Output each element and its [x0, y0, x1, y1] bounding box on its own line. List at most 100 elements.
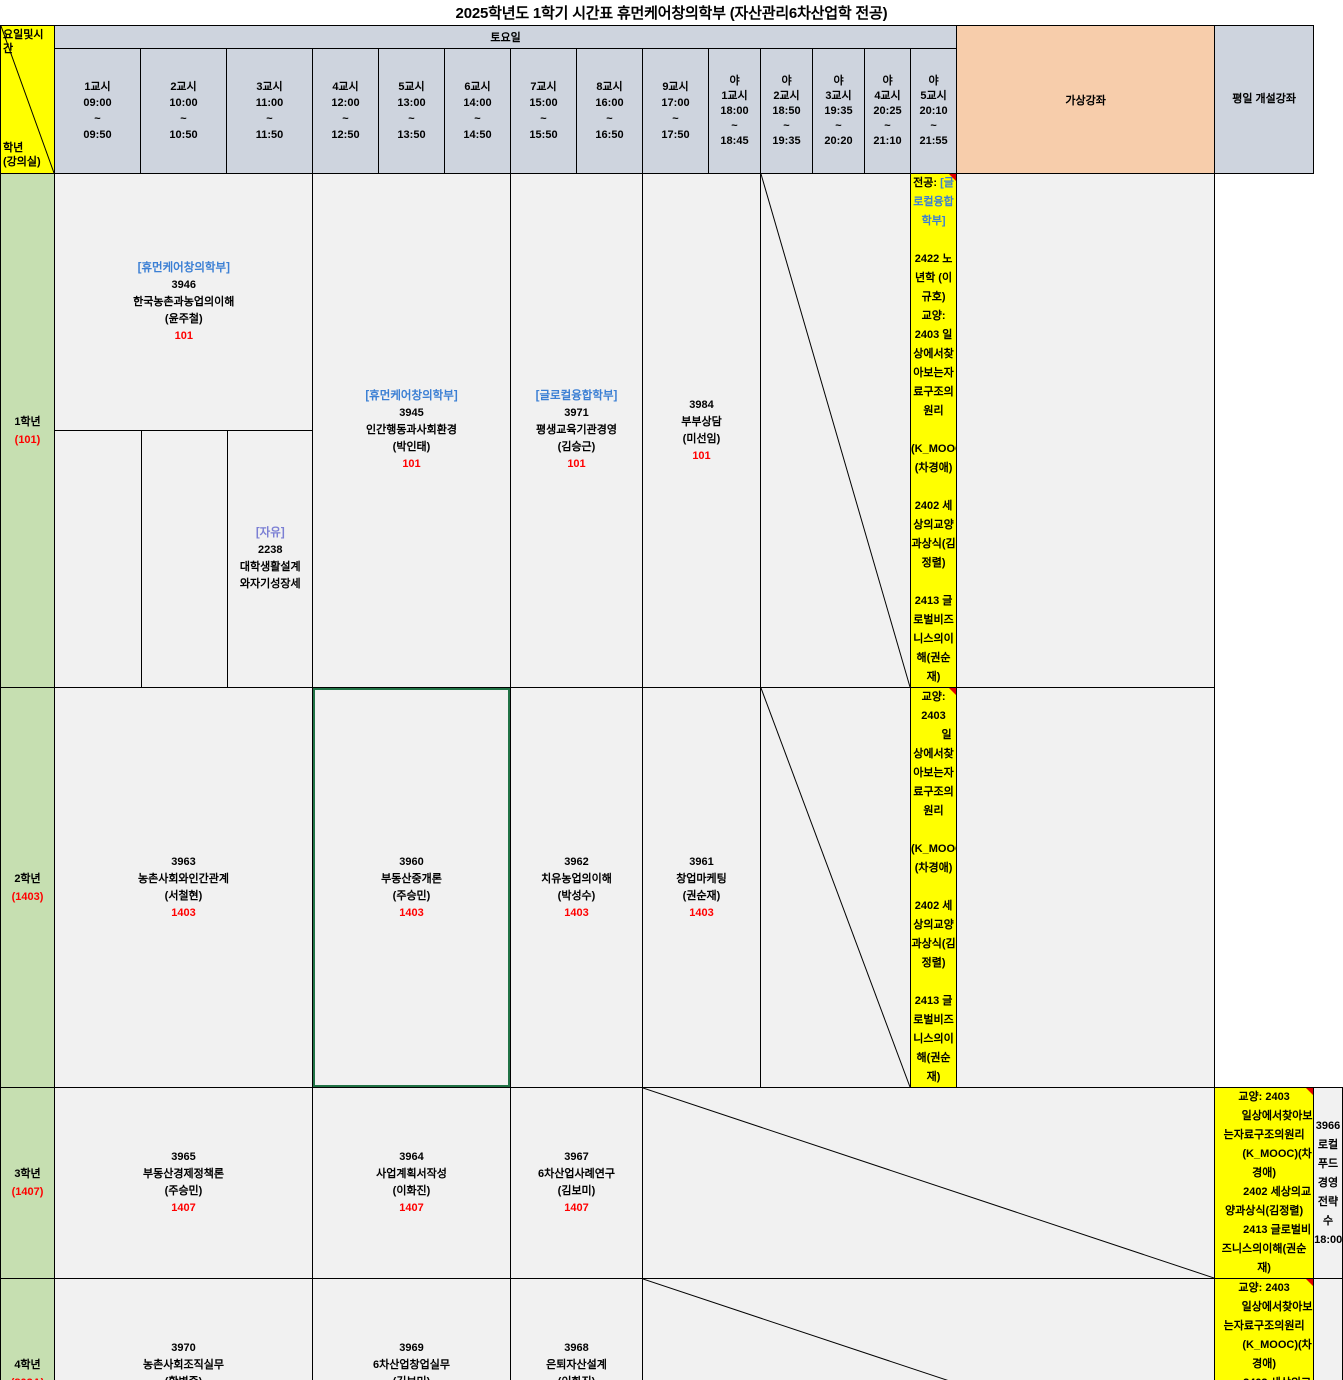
- course-code: 3984: [689, 399, 713, 411]
- period-name: 1교시: [84, 81, 110, 93]
- period-header-3: 3교시 11:00 ~ 11:50: [227, 49, 313, 174]
- course-professor: (권순재): [683, 890, 721, 902]
- diagonal-strike-icon: [643, 1088, 1214, 1278]
- night-period-header-2: 야 2교시 18:50 ~ 19:35: [761, 49, 813, 174]
- course-dept: [휴먼케어창의학부]: [365, 390, 457, 402]
- period-end: 11:50: [256, 129, 284, 141]
- course-room: 1407: [399, 1202, 423, 1214]
- grade-room: (1403): [12, 891, 44, 903]
- virtual-gen-line-3: 2402 세상의교양과상식(김정렬): [1215, 1183, 1313, 1221]
- virtual-gen-line-4: 2413 글로벌비즈니스의이해(권순재): [1215, 1221, 1313, 1278]
- night-slash-cell-g1[interactable]: [761, 174, 911, 688]
- course-cell-g4-c3[interactable]: 3968 은퇴자산설계 (이화진) 802A: [511, 1279, 643, 1380]
- virtual-gen-line-3: 2402 세상의교양과상식(김정렬): [911, 878, 956, 973]
- course-professor: (이화진): [558, 1376, 596, 1380]
- course-cell-g1-c4[interactable]: [글로컬융합학부] 3971 평생교육기관경영 (김승근) 101: [511, 174, 643, 688]
- course-room: 101: [175, 330, 193, 342]
- course-code: 3967: [564, 1151, 588, 1163]
- night-slash-cell-g2[interactable]: [761, 688, 911, 1088]
- virtual-course-cell-g3[interactable]: 교양: 2403 일상에서찾아보는자료구조의원리 (K_MOOC)(차경애) 2…: [1215, 1088, 1314, 1279]
- empty-cell-g1-p1[interactable]: [55, 431, 141, 688]
- weekday-course-cell-g1[interactable]: [957, 174, 1215, 688]
- course-room: 1403: [564, 907, 588, 919]
- grade-label-2: 2학년 (1403): [1, 688, 55, 1088]
- grade-room: (802A): [11, 1377, 45, 1380]
- weekday-course-code: 3966: [1314, 1117, 1342, 1136]
- period-end: 19:35: [772, 135, 800, 147]
- weekday-course-cell-g3[interactable]: 3966 로컬푸드경영 전략 수 18:00~20:20: [1314, 1088, 1343, 1279]
- course-cell-g1-c1[interactable]: [휴먼케어창의학부] 3946 한국농촌과농업의이해 (윤주철) 101: [55, 174, 313, 431]
- course-cell-g1-c2[interactable]: [자유] 2238 대학생활설계 와자기성장세: [227, 431, 313, 688]
- night-prefix: 야: [882, 75, 892, 87]
- timetable-grid: 요일및시간 학년 (강의실) 토요일 가상강좌 평일 개설강좌 1교시 09:0…: [0, 25, 1343, 1380]
- course-dept: [글로컬융합학부]: [536, 390, 618, 402]
- course-code: 3962: [564, 856, 588, 868]
- period-name: 1교시: [721, 90, 747, 102]
- course-cell-g1-c3[interactable]: [휴먼케어창의학부] 3945 인간행동과사회환경 (박인태) 101: [313, 174, 511, 688]
- virtual-course-cell-g1[interactable]: 전공: [글로컬융합학부] 2422 노년학 (이규호) 교양: 2403 일상…: [911, 174, 957, 688]
- period-name: 2교시: [170, 81, 196, 93]
- period-header-6: 6교시 14:00 ~ 14:50: [445, 49, 511, 174]
- virtual-course-cell-g4[interactable]: 교양: 2403 일상에서찾아보는자료구조의원리 (K_MOOC)(차경애) 2…: [1215, 1279, 1314, 1380]
- course-name: 6차산업사례연구: [538, 1168, 615, 1180]
- course-professor: (박성수): [558, 890, 596, 902]
- night-prefix: 야: [729, 75, 739, 87]
- diagonal-strike-icon: [761, 174, 910, 687]
- corner-top-label: 요일및시간: [3, 28, 47, 56]
- corner-room-label: (강의실): [3, 156, 41, 168]
- course-cell-g3-c1[interactable]: 3965 부동산경제정책론 (주승민) 1407: [55, 1088, 313, 1279]
- period-start: 15:00: [529, 97, 557, 109]
- course-code: 3970: [171, 1342, 195, 1354]
- course-cell-g4-c1[interactable]: 3970 농촌사회조직실무 (황병중) 802A: [55, 1279, 313, 1380]
- empty-cell-g1-p2[interactable]: [141, 431, 227, 688]
- weekday-course-cell-g4[interactable]: [1314, 1279, 1343, 1380]
- virtual-gen-text: (K_MOOC)(차경애): [1242, 1148, 1311, 1179]
- period-start: 13:00: [397, 97, 425, 109]
- night-slash-cell-g3[interactable]: [643, 1088, 1215, 1279]
- period-name: 4교시: [874, 90, 900, 102]
- diagonal-strike-icon: [643, 1279, 1214, 1380]
- night-slash-cell-g4[interactable]: [643, 1279, 1215, 1380]
- comment-marker-icon: [949, 174, 956, 181]
- course-cell-g1-c5[interactable]: 3984 부부상담 (미선임) 101: [643, 174, 761, 688]
- period-tilde: ~: [180, 113, 186, 125]
- period-name: 3교시: [825, 90, 851, 102]
- virtual-gen-text: 일상에서찾아보는자료구조의원리: [913, 729, 953, 817]
- weekday-course-name-cont: 전략: [1314, 1193, 1342, 1212]
- virtual-gen-line-2: (K_MOOC)(차경애): [1215, 1145, 1313, 1183]
- period-tilde: ~: [606, 113, 612, 125]
- virtual-gen-text: 2413 글로벌비즈니스의이해(권순재): [1222, 1224, 1311, 1274]
- period-end: 10:50: [169, 129, 197, 141]
- virtual-gen-text: 일상에서찾아보는자료구조의원리: [1224, 1110, 1313, 1141]
- period-tilde: ~: [94, 113, 100, 125]
- period-tilde: ~: [474, 113, 480, 125]
- virtual-gen-line-0: 교양: 2403: [1215, 1088, 1313, 1107]
- virtual-gen-line-1: 일상에서찾아보는자료구조의원리: [1215, 1107, 1313, 1145]
- course-cell-g2-c1[interactable]: 3963 농촌사회와인간관계 (서철현) 1403: [55, 688, 313, 1088]
- night-prefix: 야: [833, 75, 843, 87]
- comment-marker-icon: [949, 688, 956, 695]
- virtual-gen-text: 2413 글로벌비즈니스의이해(권순재): [913, 595, 953, 683]
- period-start: 20:25: [873, 105, 901, 117]
- period-name: 7교시: [530, 81, 556, 93]
- course-cell-g3-c3[interactable]: 3967 6차산업사례연구 (김보미) 1407: [511, 1088, 643, 1279]
- weekday-course-cell-g2[interactable]: [957, 688, 1215, 1088]
- course-cell-g3-c2[interactable]: 3964 사업계획서작성 (이화진) 1407: [313, 1088, 511, 1279]
- course-room: 101: [692, 450, 710, 462]
- virtual-course-cell-g2[interactable]: 교양: 2403 일상에서찾아보는자료구조의원리 (K_MOOC)(차경애) 2…: [911, 688, 957, 1088]
- course-cell-g2-c3[interactable]: 3962 치유농업의이해 (박성수) 1403: [511, 688, 643, 1088]
- course-cell-g2-c4[interactable]: 3961 창업마케팅 (권순재) 1403: [643, 688, 761, 1088]
- course-cell-g2-c2[interactable]: 3960 부동산중개론 (주승민) 1403: [313, 688, 511, 1088]
- period-end: 20:20: [824, 135, 852, 147]
- course-professor: (김승근): [558, 441, 596, 453]
- period-start: 09:00: [83, 97, 111, 109]
- weekday-course-name: 로컬푸드경영: [1314, 1136, 1342, 1193]
- virtual-gen-lead: 교양: 2403: [1238, 1282, 1289, 1294]
- course-cell-g4-c2[interactable]: 3969 6차산업창업실무 (김보미) 802A: [313, 1279, 511, 1380]
- grade-name: 4학년: [14, 1359, 40, 1371]
- virtual-gen-line-3: 2402 세상의교양과상식(김정렬): [911, 478, 956, 573]
- course-name: 6차산업창업실무: [373, 1359, 450, 1371]
- course-name: 평생교육기관경영: [536, 424, 617, 436]
- course-code: 3971: [564, 407, 588, 419]
- course-professor: (미선임): [683, 433, 721, 445]
